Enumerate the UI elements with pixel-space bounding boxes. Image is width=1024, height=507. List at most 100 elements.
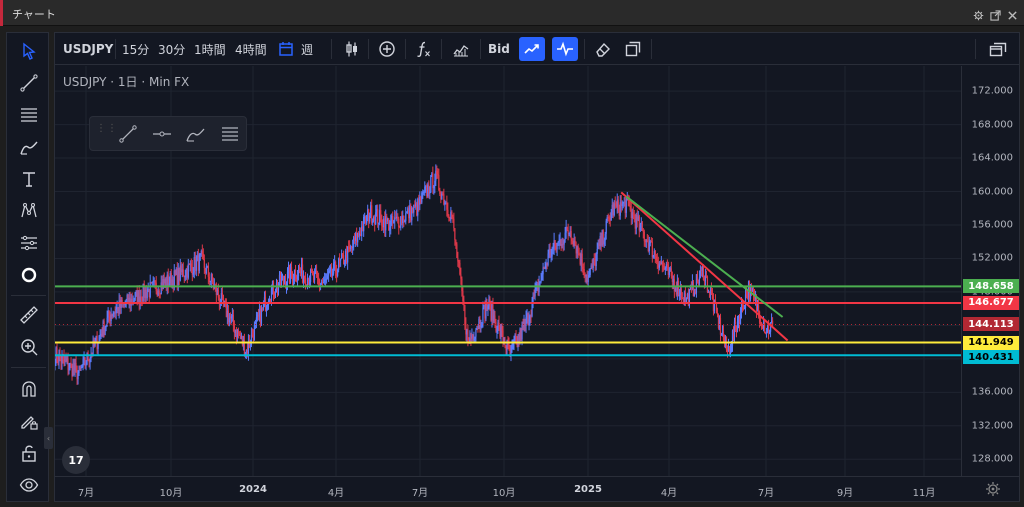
compare-button[interactable]	[374, 37, 400, 61]
projection-tool[interactable]	[7, 229, 50, 257]
interval-30m[interactable]: 30分	[158, 42, 186, 57]
candle-body	[135, 290, 137, 293]
candle-body	[308, 281, 311, 285]
visibility-tool[interactable]	[7, 471, 50, 499]
settings-icon[interactable]	[973, 6, 984, 21]
interval-4h[interactable]: 4時間	[235, 42, 267, 57]
candle-body	[318, 279, 321, 285]
indicator-templates-button[interactable]	[448, 37, 474, 61]
candle-body	[620, 202, 622, 206]
candle-body	[554, 240, 556, 246]
templates-icon	[453, 45, 469, 57]
candle-body	[489, 299, 491, 304]
time-tick-label: 10月	[492, 488, 516, 499]
candle-body	[79, 366, 81, 369]
floating-hline-tool[interactable]	[148, 122, 176, 146]
floating-lines-tool[interactable]	[216, 122, 244, 146]
projection-icon	[20, 235, 37, 251]
clear-drawings-button[interactable]	[590, 37, 616, 61]
candle-body	[551, 248, 553, 257]
candle-body	[195, 259, 197, 271]
multi-chart-button[interactable]	[985, 37, 1011, 61]
chart-settings-icon[interactable]	[985, 481, 1001, 497]
candle-body	[710, 289, 713, 295]
candle-body	[215, 285, 217, 295]
candle-body	[708, 291, 711, 294]
candle-body	[763, 322, 766, 332]
candle-body	[472, 334, 474, 340]
candle-body	[363, 216, 365, 232]
bid-ask-toggle[interactable]: Bid	[488, 42, 510, 56]
ruler-tool[interactable]	[7, 301, 50, 329]
candle-body	[218, 297, 220, 304]
interval-1h[interactable]: 1時間	[194, 42, 226, 57]
candle-body	[305, 284, 308, 286]
price-level-badge: 140.431	[963, 350, 1019, 365]
tradingview-logo[interactable]: 17	[62, 446, 90, 474]
candle-body	[201, 251, 203, 254]
price-chart-plot[interactable]	[55, 66, 961, 476]
popout-icon[interactable]	[990, 6, 1001, 21]
pencil-lock-icon	[20, 416, 38, 430]
trend-chart-button[interactable]	[519, 37, 545, 61]
floating-trendline-tool[interactable]	[114, 122, 142, 146]
drag-handle-icon[interactable]: ⋮⋮	[96, 123, 118, 134]
toolbar-divider	[11, 367, 46, 368]
candle-body	[109, 316, 111, 321]
candle-body	[239, 335, 242, 339]
floating-drawing-toolbar[interactable]: ⋮⋮	[89, 116, 247, 151]
price-axis[interactable]: 172.000 168.000 164.000 160.000 156.000 152.0…	[961, 66, 1019, 476]
candle-body	[737, 318, 740, 322]
time-axis[interactable]: 7月 10月 2024 4月 7月 10月 2025 4月 7月 9月 11月	[55, 476, 1019, 502]
chart-type-button[interactable]	[339, 37, 365, 61]
interval-week[interactable]: 週	[301, 42, 314, 57]
interval-15m[interactable]: 15分	[122, 42, 150, 57]
candle-body	[712, 299, 715, 312]
daily-interval-button[interactable]	[273, 37, 299, 61]
candle-body	[540, 280, 542, 282]
horizontal-lines-icon	[222, 127, 238, 141]
brush-tool[interactable]	[7, 133, 50, 161]
indicators-button[interactable]	[410, 37, 436, 61]
lock-drawings-tool[interactable]	[7, 407, 50, 435]
symbol-button[interactable]: USDJPY	[63, 42, 114, 56]
candle-body	[200, 251, 202, 255]
pattern-tool[interactable]	[7, 197, 50, 225]
candle-body	[440, 193, 442, 200]
price-level-badge: 144.113	[963, 317, 1019, 332]
candle-body	[133, 300, 135, 303]
toolbar-collapse-button[interactable]: ‹	[44, 427, 53, 449]
candle-body	[547, 253, 549, 265]
candle-body	[84, 357, 86, 366]
pulse-chart-button[interactable]	[552, 37, 578, 61]
magnet-tool[interactable]	[7, 375, 50, 403]
candle-body	[592, 258, 594, 268]
candle-body	[364, 216, 366, 218]
floating-brush-tool[interactable]	[182, 122, 210, 146]
candle-body	[240, 336, 243, 339]
trendline-tool[interactable]	[7, 69, 50, 97]
candle-body	[522, 324, 524, 327]
candle-body	[354, 237, 356, 241]
candle-body	[447, 209, 449, 216]
candle-body	[638, 216, 640, 231]
candle-body	[553, 240, 555, 249]
candle-body	[121, 299, 123, 304]
fib-tool[interactable]	[7, 101, 50, 129]
candle-body	[526, 313, 528, 317]
candle-body	[635, 214, 637, 229]
time-tick-label: 4月	[327, 488, 345, 499]
candle-body	[196, 255, 198, 260]
candle-body	[604, 233, 606, 241]
candle-body	[653, 251, 655, 256]
zoom-tool[interactable]	[7, 333, 50, 361]
shape-tool[interactable]	[7, 261, 50, 289]
close-icon[interactable]	[1007, 6, 1018, 20]
lock-tool[interactable]	[7, 439, 50, 467]
layout-button[interactable]	[620, 37, 646, 61]
candle-body	[70, 362, 72, 364]
cursor-tool[interactable]	[7, 37, 50, 65]
candle-body	[187, 263, 189, 278]
candle-body	[293, 269, 296, 278]
text-tool[interactable]	[7, 165, 50, 193]
